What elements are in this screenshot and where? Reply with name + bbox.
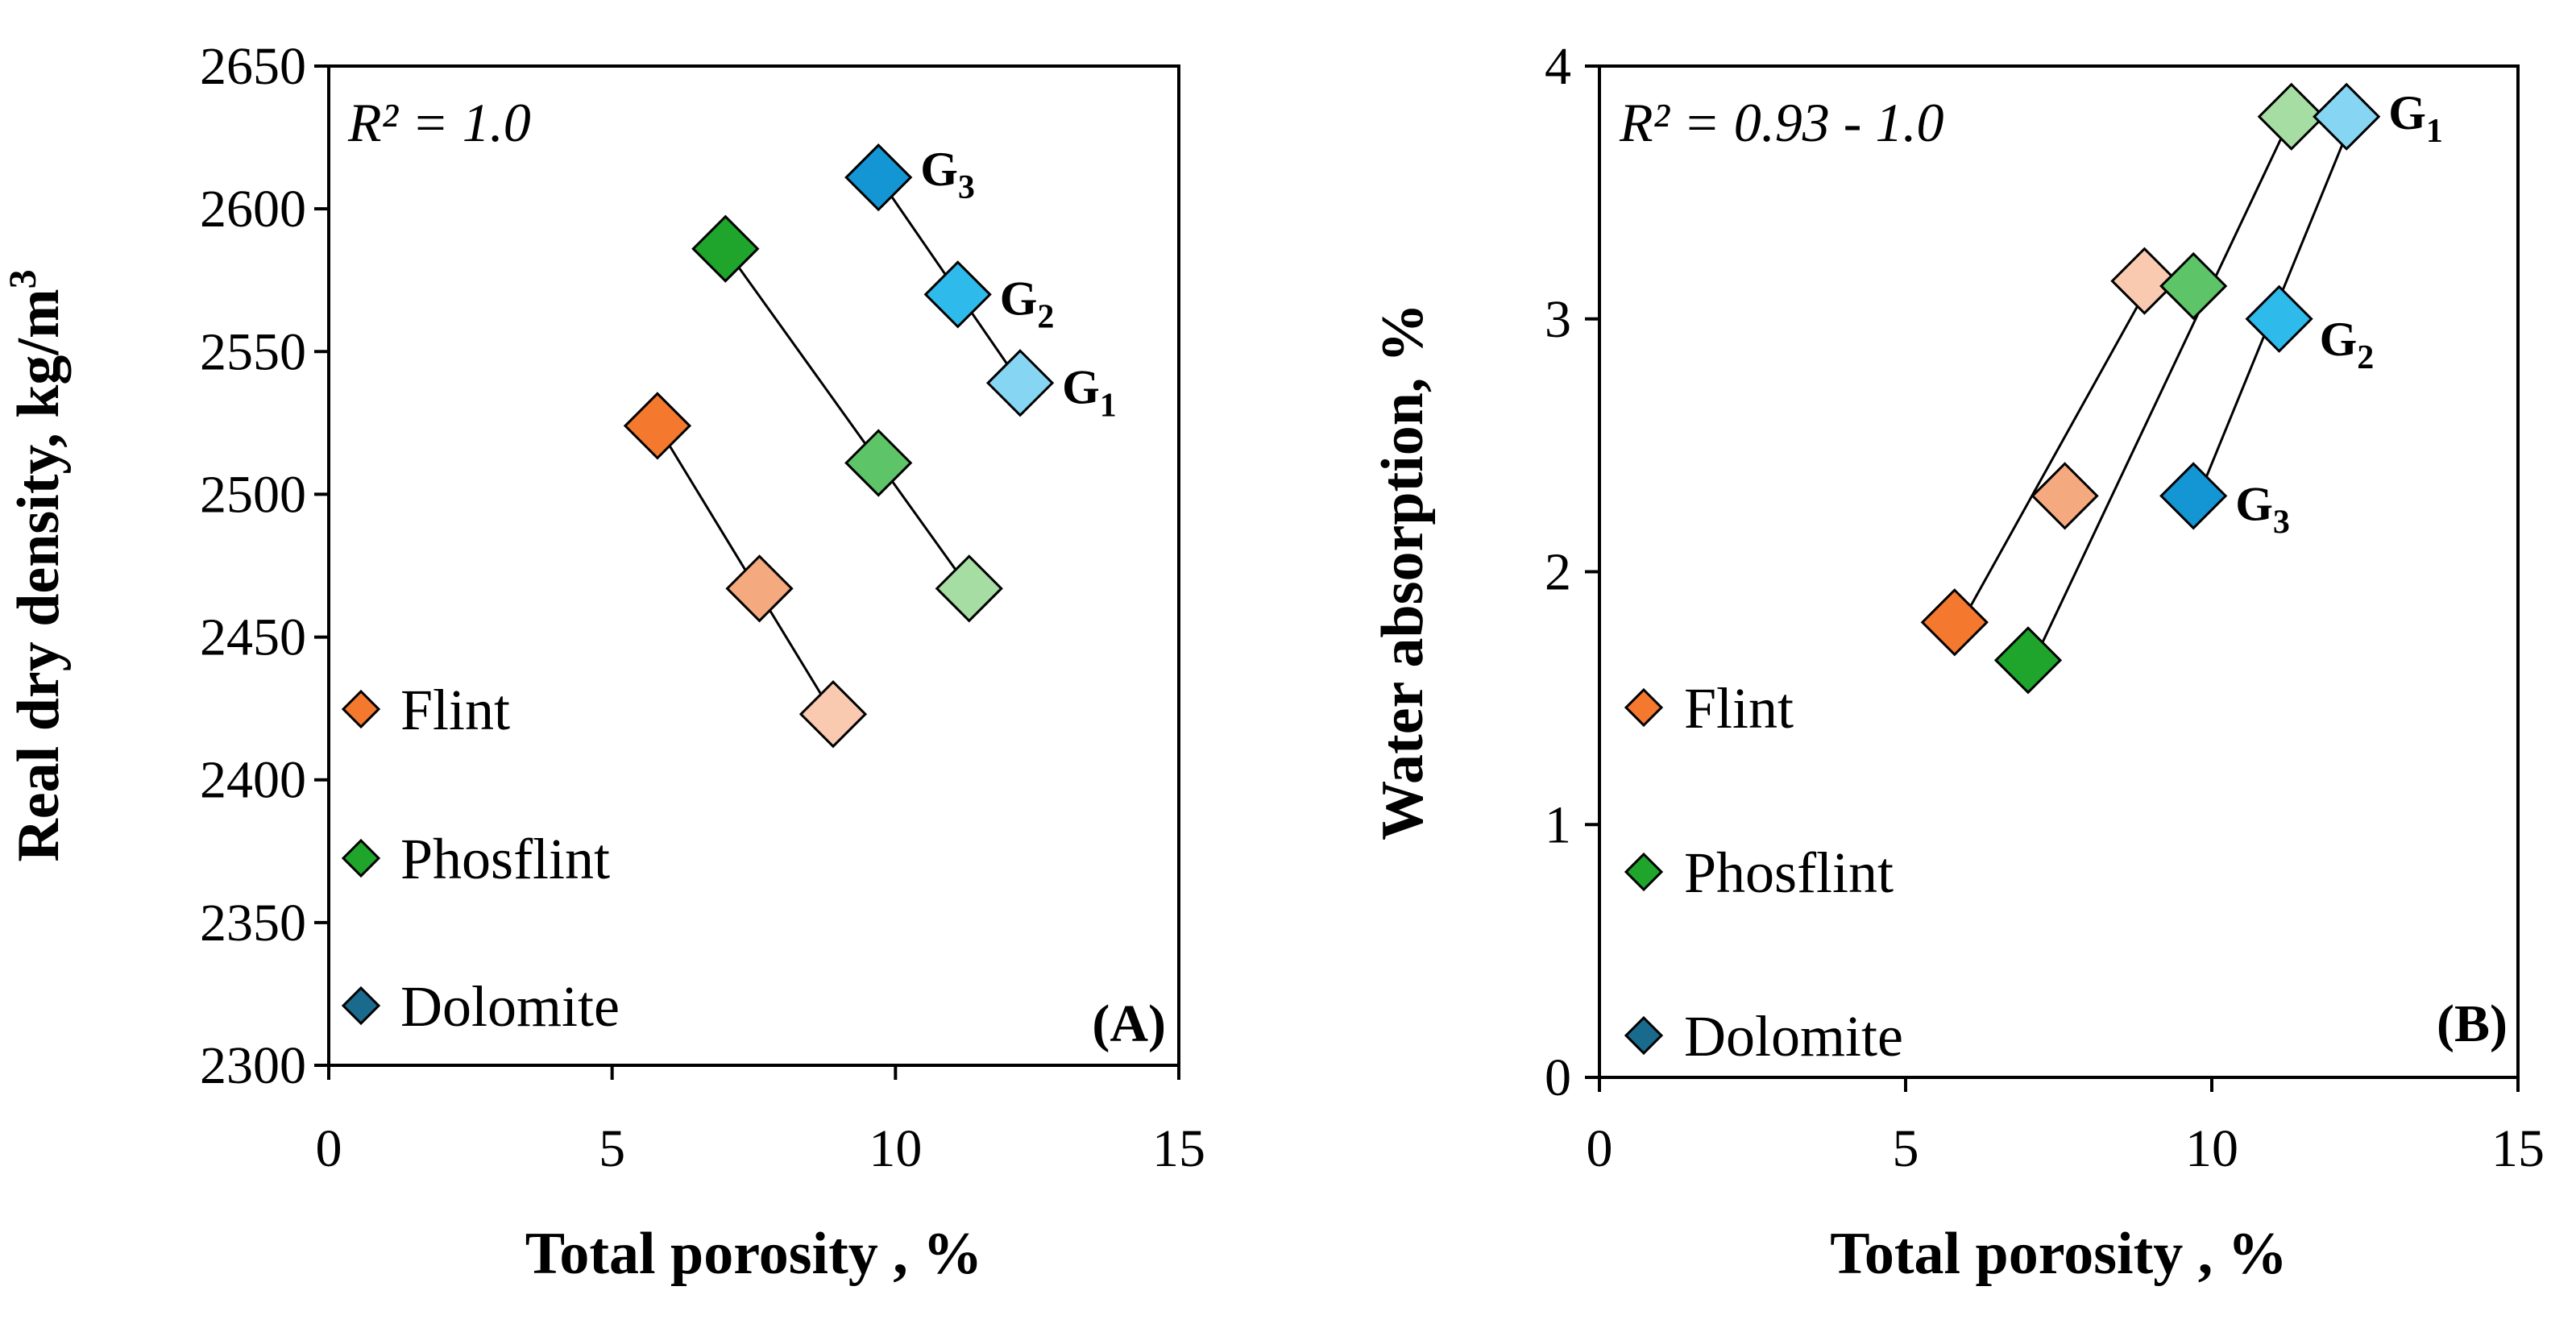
panel-label: (B) (2437, 994, 2508, 1053)
legend-label: Phosflint (1684, 840, 1894, 905)
data-point-flint (1920, 588, 1989, 657)
legend-marker (1624, 1015, 1664, 1056)
y-tick-label: 2450 (200, 608, 306, 667)
legend-label: Dolomite (1684, 1004, 1903, 1069)
gradation-label-letter: G (2388, 86, 2426, 139)
gradation-label-letter: G (2320, 313, 2358, 366)
data-point-flint (725, 554, 794, 623)
gradation-label-subscript: 3 (2273, 504, 2290, 541)
r-squared-annotation: R² = 1.0 (347, 92, 531, 153)
y-tick-label: 2600 (200, 180, 306, 239)
panel-b: 0 1 2 3 4 0 5 10 15 Total porosity , % Water absor… (1370, 37, 2545, 1287)
legend-marker (341, 838, 381, 878)
y-tick-label: 2650 (200, 37, 306, 96)
data-point-dolomite (923, 260, 992, 329)
data-point-phosflint (2159, 251, 2228, 321)
panel-a: 2300 2350 2400 2450 2500 2550 2600 2650 0 5 10 15 To… (2, 37, 1205, 1287)
x-axis-title: Total porosity , % (525, 1221, 982, 1287)
y-tick-label: 2500 (200, 465, 306, 524)
gradation-label: G2 (2320, 313, 2375, 376)
y-axis-title-superscript: 3 (2, 269, 44, 288)
data-point-flint (623, 392, 692, 460)
data-point-phosflint (844, 429, 913, 497)
legend-marker (341, 689, 381, 729)
y-tick-label: 0 (1545, 1048, 1571, 1107)
y-axis-title: Water absorption, % (1370, 303, 1436, 840)
y-tick-label: 2350 (200, 894, 306, 952)
plot-frame (327, 64, 1180, 1067)
data-point-flint (2031, 462, 2099, 530)
y-axis-title-main: Water absorption, % (1370, 303, 1436, 840)
gradation-label-subscript: 3 (958, 169, 975, 206)
x-axis-title: Total porosity , % (1830, 1221, 2287, 1287)
gradation-label-subscript: 1 (1100, 387, 1117, 424)
gradation-label-subscript: 2 (1037, 298, 1054, 335)
x-tick-label: 15 (1152, 1119, 1205, 1178)
data-point-phosflint (1993, 626, 2063, 695)
x-tick-label: 5 (1893, 1119, 1919, 1178)
y-tick-label: 2550 (200, 322, 306, 381)
x-tick-label: 10 (2185, 1119, 2238, 1178)
trendline-phosflint (2026, 116, 2293, 674)
gradation-label: G2 (1000, 272, 1055, 335)
y-tick-label: 2 (1545, 543, 1571, 602)
data-point-dolomite (2313, 82, 2381, 151)
gradation-label-subscript: 1 (2426, 113, 2443, 150)
y-tick-label: 3 (1545, 290, 1571, 349)
trendline-flint (1953, 293, 2146, 636)
r-squared-annotation: R² = 0.93 - 1.0 (1619, 92, 1943, 153)
data-point-phosflint (935, 554, 1003, 623)
data-point-dolomite (844, 143, 913, 212)
gradation-label-subscript: 2 (2357, 339, 2374, 376)
legend-label: Flint (1684, 676, 1794, 741)
x-tick-label: 0 (1587, 1119, 1613, 1178)
data-point-flint (2110, 247, 2179, 315)
gradation-label: G3 (920, 143, 975, 206)
trendline-phosflint (724, 247, 970, 590)
y-tick-label: 2300 (200, 1036, 306, 1095)
y-tick-label: 1 (1545, 795, 1571, 854)
gradation-label-letter: G (1062, 360, 1100, 413)
data-point-phosflint (691, 214, 760, 283)
legend-label: Phosflint (400, 827, 610, 891)
data-point-dolomite (2245, 284, 2313, 353)
x-tick-label: 0 (316, 1119, 342, 1178)
x-tick-label: 5 (599, 1119, 625, 1178)
data-point-dolomite (2159, 462, 2228, 530)
panel-label: (A) (1092, 994, 1166, 1053)
x-tick-label: 15 (2491, 1119, 2545, 1178)
gradation-label: G1 (1062, 360, 1117, 424)
plot-frame (1598, 64, 2520, 1079)
gradation-label-letter: G (2235, 477, 2273, 530)
y-axis-title-main: Real dry density, kg/m (6, 288, 72, 861)
legend-marker (341, 986, 381, 1026)
legend-label: Flint (400, 678, 510, 742)
y-axis-title: Real dry density, kg/m3 (2, 269, 72, 861)
y-tick-label: 4 (1545, 37, 1571, 96)
legend-marker (1624, 687, 1664, 728)
gradation-label-letter: G (920, 143, 958, 196)
data-point-phosflint (2257, 82, 2325, 151)
y-tick-label: 2400 (200, 751, 306, 810)
gradation-label: G1 (2388, 86, 2443, 150)
x-tick-label: 10 (869, 1119, 922, 1178)
data-point-flint (799, 680, 868, 749)
gradation-label: G3 (2235, 477, 2290, 541)
legend-marker (1624, 852, 1664, 892)
gradation-label-letter: G (1000, 272, 1038, 325)
data-point-dolomite (985, 349, 1055, 417)
legend-label: Dolomite (400, 974, 620, 1039)
